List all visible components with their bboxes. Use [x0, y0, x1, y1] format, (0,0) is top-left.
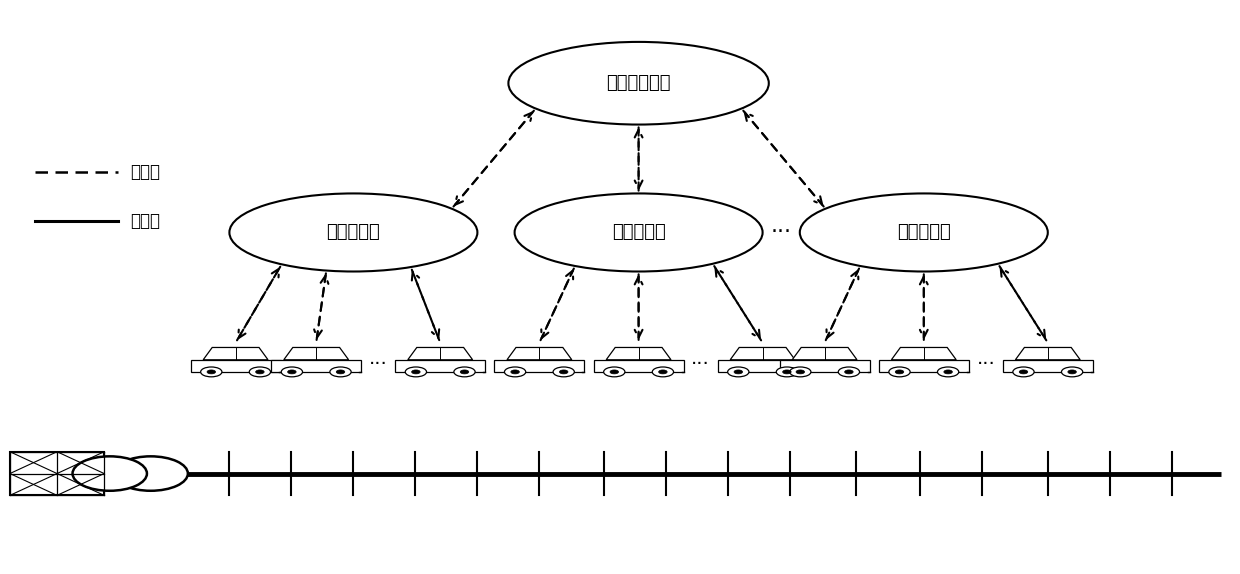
Text: 动力线: 动力线	[130, 212, 160, 230]
Polygon shape	[879, 360, 968, 372]
Circle shape	[658, 370, 667, 374]
Circle shape	[1061, 367, 1083, 377]
Polygon shape	[507, 347, 572, 360]
Text: ···: ···	[368, 355, 388, 374]
Circle shape	[937, 367, 959, 377]
Text: ···: ···	[976, 355, 996, 374]
Circle shape	[553, 367, 574, 377]
Circle shape	[776, 367, 797, 377]
Polygon shape	[892, 347, 956, 360]
Polygon shape	[718, 360, 807, 372]
Text: 电网调度中心: 电网调度中心	[606, 74, 671, 92]
Circle shape	[201, 367, 222, 377]
Polygon shape	[191, 360, 280, 372]
Circle shape	[330, 367, 351, 377]
Circle shape	[1013, 367, 1034, 377]
Ellipse shape	[515, 193, 763, 272]
Polygon shape	[495, 360, 584, 372]
Circle shape	[559, 370, 568, 374]
Ellipse shape	[229, 193, 477, 272]
Text: 中间运营商: 中间运营商	[611, 223, 666, 242]
Circle shape	[412, 370, 420, 374]
Circle shape	[1068, 370, 1076, 374]
Text: 通信线: 通信线	[130, 163, 160, 181]
Text: ···: ···	[771, 223, 791, 242]
Circle shape	[505, 367, 526, 377]
Text: ···: ···	[691, 355, 711, 374]
Circle shape	[844, 370, 853, 374]
Polygon shape	[203, 347, 268, 360]
Circle shape	[336, 370, 345, 374]
Polygon shape	[1016, 347, 1080, 360]
Polygon shape	[1003, 360, 1092, 372]
Polygon shape	[284, 347, 348, 360]
Circle shape	[207, 370, 216, 374]
Circle shape	[889, 367, 910, 377]
Polygon shape	[606, 347, 671, 360]
Text: 中间运营商: 中间运营商	[897, 223, 951, 242]
Circle shape	[895, 370, 904, 374]
Ellipse shape	[508, 42, 769, 125]
Circle shape	[1019, 370, 1028, 374]
Circle shape	[281, 367, 303, 377]
Ellipse shape	[800, 193, 1048, 272]
Polygon shape	[396, 360, 485, 372]
Circle shape	[610, 370, 619, 374]
Circle shape	[652, 367, 673, 377]
Circle shape	[838, 367, 859, 377]
Circle shape	[405, 367, 427, 377]
Text: 中间运营商: 中间运营商	[326, 223, 381, 242]
Circle shape	[114, 456, 188, 491]
Circle shape	[460, 370, 469, 374]
Polygon shape	[792, 347, 857, 360]
Polygon shape	[10, 452, 104, 495]
Circle shape	[944, 370, 952, 374]
Polygon shape	[408, 347, 472, 360]
Polygon shape	[272, 360, 361, 372]
Circle shape	[790, 367, 811, 377]
Polygon shape	[780, 360, 869, 372]
Circle shape	[72, 456, 146, 491]
Circle shape	[255, 370, 264, 374]
Polygon shape	[594, 360, 683, 372]
Circle shape	[288, 370, 296, 374]
Circle shape	[728, 367, 749, 377]
Circle shape	[249, 367, 270, 377]
Circle shape	[604, 367, 625, 377]
Circle shape	[454, 367, 475, 377]
Polygon shape	[730, 347, 795, 360]
Circle shape	[782, 370, 791, 374]
Circle shape	[796, 370, 805, 374]
Circle shape	[734, 370, 743, 374]
Circle shape	[511, 370, 520, 374]
